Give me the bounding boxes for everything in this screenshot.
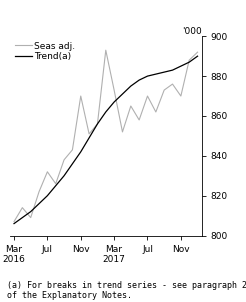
Trend(a) <box>88 136 91 140</box>
Trend(a) <box>54 184 57 188</box>
Seas adj. <box>71 148 74 152</box>
Seas adj. <box>188 58 191 62</box>
Seas adj. <box>196 50 199 54</box>
Trend(a) <box>62 174 65 178</box>
Seas adj. <box>146 94 149 98</box>
Trend(a) <box>179 64 182 68</box>
Seas adj. <box>113 88 116 92</box>
Trend(a) <box>13 222 15 225</box>
Seas adj. <box>62 158 65 162</box>
Trend(a) <box>138 78 141 82</box>
Seas adj. <box>79 94 82 98</box>
Trend(a) <box>171 68 174 72</box>
Seas adj. <box>29 216 32 220</box>
Seas adj. <box>96 122 99 126</box>
Seas adj. <box>163 88 166 92</box>
Trend(a) <box>38 202 41 205</box>
Seas adj. <box>54 182 57 185</box>
Seas adj. <box>179 94 182 98</box>
Line: Seas adj.: Seas adj. <box>14 50 198 222</box>
Trend(a) <box>29 210 32 214</box>
Seas adj. <box>121 130 124 134</box>
Trend(a) <box>196 54 199 58</box>
Trend(a) <box>104 110 107 114</box>
Trend(a) <box>96 122 99 126</box>
Trend(a) <box>146 74 149 78</box>
Trend(a) <box>46 194 49 198</box>
Seas adj. <box>104 48 107 52</box>
Seas adj. <box>46 170 49 174</box>
Seas adj. <box>129 104 132 108</box>
Trend(a) <box>188 60 191 64</box>
Text: '000: '000 <box>182 27 202 36</box>
Seas adj. <box>171 82 174 86</box>
Seas adj. <box>154 110 157 114</box>
Seas adj. <box>88 132 91 136</box>
Trend(a) <box>154 72 157 76</box>
Trend(a) <box>21 216 24 220</box>
Text: (a) For breaks in trend series - see paragraph 29
of the Explanatory Notes.: (a) For breaks in trend series - see par… <box>7 281 246 300</box>
Trend(a) <box>129 84 132 88</box>
Trend(a) <box>71 162 74 165</box>
Trend(a) <box>163 70 166 74</box>
Trend(a) <box>121 92 124 96</box>
Seas adj. <box>21 206 24 210</box>
Trend(a) <box>79 150 82 154</box>
Line: Trend(a): Trend(a) <box>14 56 198 223</box>
Trend(a) <box>113 100 116 104</box>
Seas adj. <box>38 190 41 194</box>
Seas adj. <box>13 220 15 223</box>
Seas adj. <box>138 118 141 122</box>
Legend: Seas adj., Trend(a): Seas adj., Trend(a) <box>14 41 76 62</box>
